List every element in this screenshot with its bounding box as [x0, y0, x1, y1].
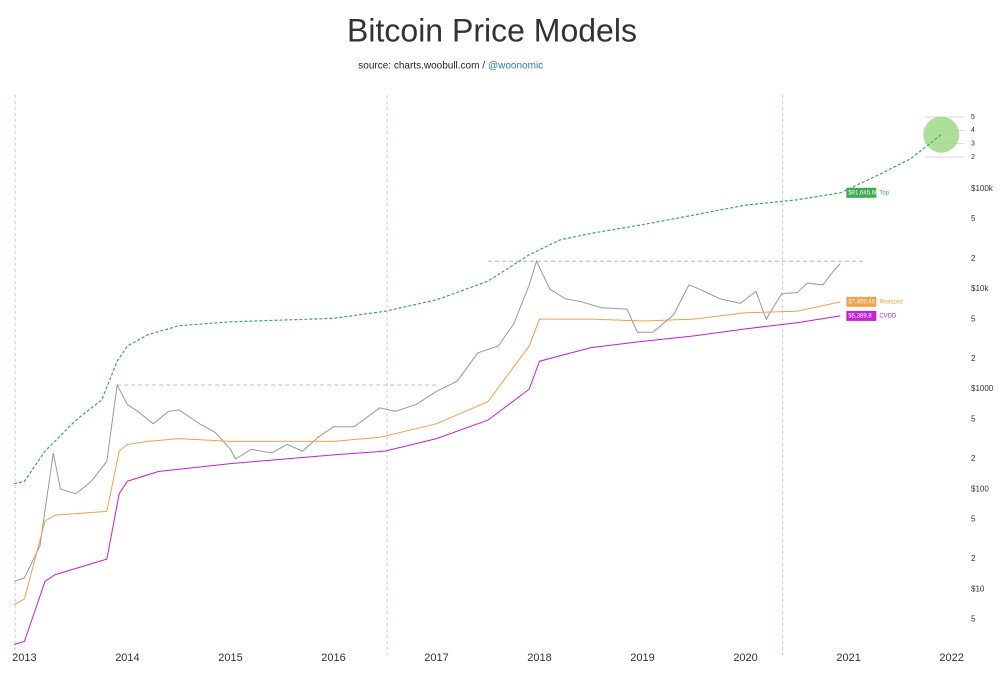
size-tick-label: 4	[971, 127, 975, 134]
x-tick-label: 2019	[630, 652, 654, 664]
x-tick-label: 2018	[527, 652, 551, 664]
size-tick-label: 2	[971, 154, 975, 161]
value-label-box	[846, 310, 877, 321]
value-label-box	[846, 187, 877, 198]
x-tick-label: 2013	[12, 652, 36, 664]
legend-label: Realized	[879, 299, 902, 305]
x-tick-label: 2021	[836, 652, 860, 664]
subtitle: source: charts.woobull.com /	[358, 61, 485, 72]
series-line	[13, 301, 841, 606]
bubble	[923, 116, 960, 153]
x-tick-label: 2017	[424, 652, 448, 664]
x-tick-label: 2022	[939, 652, 963, 664]
legend-label: CVDD	[879, 313, 897, 319]
y-tick-label: $10	[971, 584, 985, 593]
y-tick-label: 5	[971, 414, 976, 423]
y-tick-label: $10k	[971, 284, 989, 293]
x-tick-label: 2016	[321, 652, 345, 664]
subtitle-link[interactable]: @woonomic	[488, 61, 543, 72]
y-tick-label: $100k	[971, 184, 994, 193]
x-tick-label: 2014	[115, 652, 139, 664]
y-tick-label: 5	[971, 314, 976, 323]
legend-label: Top	[879, 190, 889, 196]
chart-title: Bitcoin Price Models	[347, 12, 637, 48]
series-line	[13, 134, 942, 485]
y-tick-label: 2	[971, 554, 976, 563]
y-tick-label: 2	[971, 254, 976, 263]
value-label-box	[846, 296, 877, 307]
y-tick-label: $1000	[971, 384, 994, 393]
value-label: $5,389.8	[848, 313, 872, 319]
y-tick-label: $100	[971, 484, 989, 493]
y-tick-label: 5	[971, 514, 976, 523]
size-tick-label: 5	[971, 114, 975, 121]
series-line	[13, 315, 841, 646]
y-tick-label: 5	[971, 614, 976, 623]
series-line	[13, 259, 841, 582]
y-tick-label: 2	[971, 354, 976, 363]
size-tick-label: 3	[971, 141, 975, 148]
value-label: $7,450.45	[848, 299, 875, 305]
x-tick-label: 2015	[218, 652, 242, 664]
y-tick-label: 5	[971, 214, 976, 223]
value-label: $91,645.66	[848, 190, 879, 196]
y-tick-label: 2	[971, 454, 976, 463]
x-tick-label: 2020	[733, 652, 757, 664]
